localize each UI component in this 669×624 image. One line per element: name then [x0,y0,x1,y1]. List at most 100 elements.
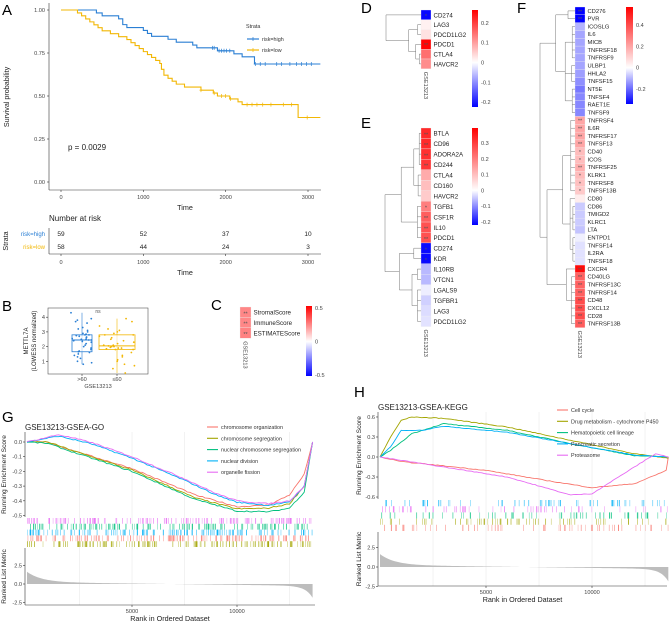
row-label: CD40LG [588,275,611,281]
data-point [86,322,88,324]
data-point [90,339,93,341]
x-tick-label: 5000 [480,590,492,596]
data-point [132,333,135,336]
heatmap-cell [574,233,586,242]
y-tick-label: 0.0 [14,440,22,446]
legend-label: risk=low [262,48,282,54]
risk-x-tick-label: 3000 [302,260,314,266]
heatmap-cell [420,315,432,327]
row-label: TNFRSF9 [588,56,614,62]
data-point [82,345,85,348]
row-label: CD48 [588,298,603,304]
row-label: KDR [434,256,448,263]
row-label: IL2RA [588,251,604,257]
data-point [116,342,119,345]
data-point [131,320,133,323]
censor-mark [294,62,298,67]
y-tick-label: -0.3 [12,484,22,490]
significance-stars: * [425,14,428,20]
enrichment-curve [379,453,669,496]
significance-stars: ** [578,283,583,289]
enrichment-curve [26,441,314,510]
y-tick-label: -0.1 [12,455,22,461]
data-point [85,342,88,345]
risk-table-row-label: risk=high [21,232,45,238]
row-label: CD96 [434,141,450,148]
enrichment-curve [379,426,669,458]
row-label: TNFRSF4 [588,118,615,124]
heatmap-cell [574,108,586,117]
risk-count: 10 [304,231,312,238]
heatmap-cell [574,249,586,258]
y-tick-label: 1.00 [34,8,45,14]
heatmap-cell [574,38,586,47]
legend-label: risk=high [262,37,284,43]
survival-curve-risk-high [61,9,321,65]
y-tick-label: 0.00 [34,180,45,186]
censor-mark [228,48,232,53]
colorbar-tick-label: -0.2 [636,87,646,93]
censor-mark [280,62,284,67]
data-point [121,355,124,358]
metric-tick-label: 0.0 [14,582,22,588]
row-label: TNFRSF25 [588,165,617,171]
heatmap-cell [420,274,432,285]
row-label: CTLA4 [434,51,454,58]
significance-stars: * [425,206,428,212]
data-point [72,339,75,342]
row-label: HAVCR2 [434,193,459,200]
data-point [114,348,117,351]
legend-label: chromosome organization [221,425,283,431]
row-label: CD276 [588,9,606,15]
censor-mark [258,62,262,67]
panel-letter-a: A [2,2,12,19]
row-label: HHLA2 [588,71,607,77]
metric-y-axis-title: Ranked List Metric [1,549,8,604]
x-tick-label: 2000 [219,195,231,201]
row-label: KLRC1 [588,220,607,226]
es-y-axis-title: Running Enrichment Score [1,435,8,514]
data-point [76,355,79,358]
enrichment-curve [26,441,314,513]
data-point [105,347,108,350]
panel-letter-f: F [517,0,526,17]
x-axis-title: GSE13213 [84,384,111,390]
row-label: PVR [588,17,600,23]
heatmap-cell [574,45,586,55]
x-tick-label: 1000 [137,195,149,201]
colorbar-tick-label: 0.1 [481,173,489,179]
colorbar-tick-label: 0.2 [481,157,489,163]
data-point [76,319,79,322]
data-point [103,333,106,336]
column-label: GSE13213 [422,330,428,357]
significance-stars: * [579,181,582,187]
risk-x-tick-label: 0 [59,260,62,266]
legend-label: Hematopoietic cell lineage [571,431,634,437]
significance-stars: ** [578,291,583,297]
data-point [78,335,81,338]
data-point [132,348,134,351]
row-label: TNFRSF17 [588,134,617,140]
heatmap-cell [574,69,586,78]
metric-tick-label: 2.5 [367,546,375,552]
risk-count: 52 [140,231,148,238]
row-label: VTCN1 [434,277,455,284]
row-label: IL10 [434,225,447,232]
y-tick-label: -0.3 [365,475,375,481]
censor-mark [250,102,254,107]
y-tick-label: -0.5 [12,514,22,520]
heatmap-cell [574,257,586,266]
data-point [112,332,115,335]
data-point [86,329,89,332]
row-label: CD274 [434,12,454,19]
data-point [116,360,119,363]
censor-mark [305,115,309,120]
colorbar-tick-label: 0 [481,188,484,194]
boxplot-frame [47,307,149,375]
data-point [85,336,88,339]
risk-x-axis-title: Time [177,268,193,277]
row-label: IL10RB [434,267,455,274]
data-point [73,354,76,357]
heatmap-cell [420,29,432,40]
censor-mark [263,62,267,67]
